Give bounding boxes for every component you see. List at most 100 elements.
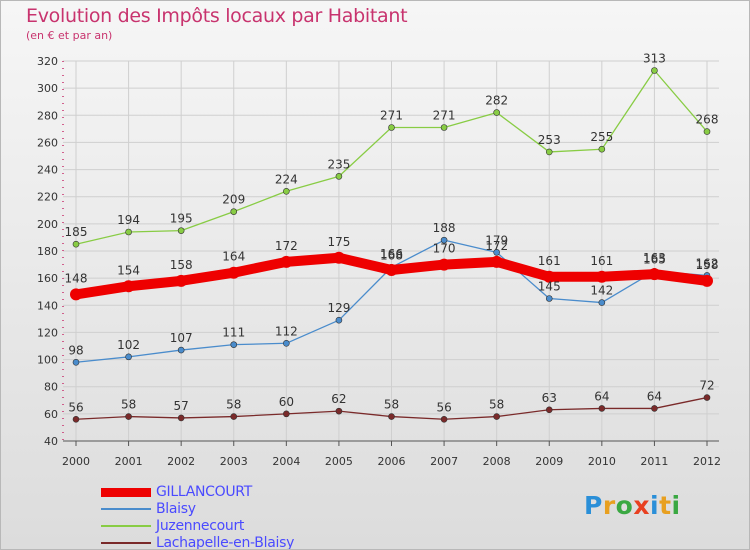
y-tick-label: 220 [37,191,58,204]
data-label-lachapelle-en-blaisy: 57 [174,399,189,413]
legend-label: Blaisy [156,501,196,517]
x-tick-label: 2001 [115,455,143,468]
data-label-blaisy: 129 [327,301,350,315]
data-label-juzennecourt: 253 [538,133,561,147]
data-label-juzennecourt: 224 [275,172,298,186]
data-label-juzennecourt: 268 [696,113,719,127]
data-point-lachapelle-en-blaisy [72,415,80,423]
data-label-lachapelle-en-blaisy: 58 [489,398,504,412]
y-tick-label: 180 [37,245,58,258]
data-point-lachapelle-en-blaisy [598,405,606,412]
data-label-gillancourt: 164 [222,250,245,264]
x-tick-label: 2012 [693,455,721,468]
x-tick-label: 2005 [325,455,353,468]
data-point-gillancourt [175,274,188,287]
data-label-lachapelle-en-blaisy: 56 [436,400,451,414]
legend-swatch [101,525,151,527]
data-label-gillancourt: 163 [643,251,666,265]
data-point-juzennecourt [230,208,238,215]
y-tick-label: 300 [37,82,58,95]
data-point-juzennecourt [125,228,132,236]
data-label-gillancourt: 158 [170,258,193,272]
data-label-gillancourt: 172 [485,239,508,253]
data-point-gillancourt [701,274,713,287]
logo-letter: x [633,491,650,520]
data-label-juzennecourt: 313 [643,52,666,66]
data-point-gillancourt [438,258,451,271]
data-label-blaisy: 111 [222,326,245,340]
legend-label: GILLANCOURT [156,484,252,500]
data-point-gillancourt [227,266,240,279]
data-label-juzennecourt: 235 [327,157,350,171]
x-tick-label: 2006 [378,455,406,468]
data-point-juzennecourt [388,124,395,131]
y-tick-label: 320 [37,55,58,68]
logo-letter: i [650,491,660,520]
data-label-juzennecourt: 271 [433,109,456,123]
proxiti-logo: Proxiti [584,491,681,520]
y-tick-label: 160 [37,272,58,285]
data-point-gillancourt [280,255,293,268]
data-label-gillancourt: 154 [117,263,140,277]
y-tick-label: 100 [37,354,58,367]
data-label-blaisy: 142 [590,284,613,298]
data-label-lachapelle-en-blaisy: 64 [594,389,609,403]
data-point-juzennecourt [335,173,343,180]
data-label-blaisy: 98 [68,343,83,357]
legend-swatch [101,542,151,544]
data-point-blaisy [72,358,80,366]
data-point-juzennecourt [703,128,711,135]
chart-title: Evolution des Impôts locaux par Habitant [26,5,408,27]
data-point-juzennecourt [545,148,553,156]
data-label-blaisy: 112 [275,324,298,338]
y-tick-label: 200 [37,218,58,231]
legend-swatch [101,487,151,497]
data-point-lachapelle-en-blaisy [177,414,185,422]
y-tick-label: 40 [44,435,58,448]
x-tick-label: 2002 [167,455,195,468]
y-tick-label: 120 [37,326,58,339]
data-point-blaisy [598,299,606,306]
y-tick-label: 60 [44,408,58,421]
data-point-juzennecourt [651,67,658,74]
data-point-gillancourt [70,288,82,301]
data-label-blaisy: 107 [170,331,193,345]
data-point-lachapelle-en-blaisy [493,413,500,420]
data-label-gillancourt: 158 [696,258,719,272]
data-point-lachapelle-en-blaisy [440,415,448,423]
data-label-lachapelle-en-blaisy: 72 [699,379,714,393]
data-label-gillancourt: 172 [275,239,298,253]
y-tick-label: 280 [37,109,58,122]
data-point-juzennecourt [72,240,80,248]
x-tick-label: 2000 [62,455,90,468]
data-label-blaisy: 188 [433,221,456,235]
data-label-juzennecourt: 194 [117,213,140,227]
y-tick-label: 240 [37,164,58,177]
y-tick-label: 260 [37,136,58,149]
data-point-blaisy [493,249,500,256]
data-label-blaisy: 168 [380,248,403,262]
x-tick-label: 2004 [272,455,300,468]
data-point-lachapelle-en-blaisy [703,394,711,401]
data-label-juzennecourt: 185 [65,225,88,239]
legend-swatch [101,508,151,510]
data-point-gillancourt [122,280,135,293]
logo-letter: i [671,491,681,520]
data-point-blaisy [230,341,238,348]
logo-letter: P [584,491,603,520]
data-label-lachapelle-en-blaisy: 63 [542,391,557,405]
data-point-lachapelle-en-blaisy [125,413,132,420]
data-label-juzennecourt: 271 [380,109,403,123]
data-point-gillancourt [648,268,661,281]
legend-label: Lachapelle-en-Blaisy [156,535,295,550]
data-label-juzennecourt: 282 [485,94,508,108]
data-point-lachapelle-en-blaisy [283,410,290,418]
x-tick-label: 2007 [430,455,458,468]
data-label-gillancourt: 161 [590,254,613,268]
data-point-juzennecourt [283,187,290,195]
data-point-gillancourt [385,264,398,276]
legend-label: Juzennecourt [156,518,245,534]
data-point-blaisy [545,295,553,302]
data-point-blaisy [440,236,448,244]
